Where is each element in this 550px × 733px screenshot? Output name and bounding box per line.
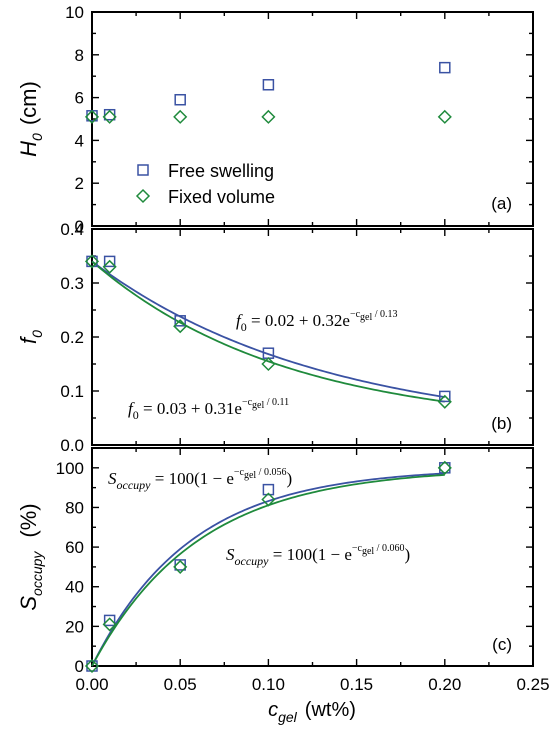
x-tick-label: 0.00 — [75, 675, 108, 694]
point-free-swelling — [439, 390, 451, 403]
x-axis-label: cgel (wt%) — [268, 699, 356, 725]
y-tick-label: 100 — [56, 459, 84, 478]
point-fixed-volume — [173, 319, 188, 334]
point-free-swelling — [439, 61, 451, 74]
y-tick-label: 10 — [65, 3, 84, 22]
point-free-swelling — [103, 614, 116, 627]
point-fixed-volume — [173, 559, 188, 574]
fit-curve — [91, 473, 445, 667]
y-tick-label: 0 — [75, 217, 84, 236]
point-fixed-volume — [261, 492, 276, 507]
y-tick-label: 0.0 — [60, 436, 84, 455]
fit-curve — [91, 472, 445, 667]
y-tick-label: 80 — [65, 498, 84, 517]
y-tick-label: 0 — [75, 657, 84, 676]
x-tick-label: 0.10 — [252, 675, 285, 694]
y-tick-label: 0.4 — [60, 220, 84, 239]
legend-marker-fixed-volume — [135, 188, 151, 204]
panel-label-c: (c) — [492, 635, 512, 654]
point-free-swelling — [262, 79, 275, 91]
point-fixed-volume — [84, 658, 100, 674]
point-free-swelling — [103, 108, 116, 121]
y-tick-label: 4 — [75, 131, 84, 150]
legend-label-fixed-volume: Fixed volume — [168, 187, 275, 207]
point-free-swelling — [262, 483, 275, 496]
y-tick-label: 6 — [75, 89, 84, 108]
x-tick-label: 0.25 — [516, 675, 549, 694]
y-tick-label: 60 — [65, 538, 84, 557]
point-fixed-volume — [84, 109, 100, 124]
point-fixed-volume — [437, 394, 452, 409]
point-fixed-volume — [261, 109, 276, 124]
fit-curve — [91, 260, 445, 398]
x-tick-label: 0.15 — [340, 675, 373, 694]
point-fixed-volume — [102, 617, 117, 632]
panel-label-b: (b) — [491, 414, 512, 433]
point-free-swelling — [174, 315, 186, 327]
panel-label-a: (a) — [491, 194, 512, 213]
point-fixed-volume — [102, 259, 117, 274]
x-tick-label: 0.05 — [164, 675, 197, 694]
point-fixed-volume — [437, 460, 452, 475]
y-tick-label: 8 — [75, 46, 84, 65]
y-tick-label: 0.3 — [60, 274, 84, 293]
y-tick-label: 0.2 — [60, 328, 84, 347]
panel-a-frame — [91, 11, 534, 227]
y-tick-label: 0.1 — [60, 382, 84, 401]
y-axis-label-c: Soccupy(%) — [16, 503, 45, 610]
legend-marker-free-swelling — [137, 164, 149, 176]
y-tick-label: 40 — [65, 578, 84, 597]
point-fixed-volume — [173, 109, 188, 124]
point-free-swelling — [103, 255, 116, 268]
y-axis-label-b: f0 — [16, 330, 45, 344]
point-fixed-volume — [84, 254, 100, 269]
equation-b-fixed: f0 = 0.03 + 0.31e−cgel / 0.11 — [128, 397, 289, 422]
fit-curve — [91, 260, 445, 403]
y-axis-label-a: H0(cm) — [16, 81, 45, 157]
equation-c-free: Soccupy = 100(1 − e−cgel / 0.056) — [108, 467, 292, 492]
legend: Free swelling Fixed volume — [135, 161, 275, 207]
legend-label-free-swelling: Free swelling — [168, 161, 274, 181]
data-points — [84, 61, 452, 674]
point-free-swelling — [174, 93, 186, 106]
equation-b-free: f0 = 0.02 + 0.32e−cgel / 0.13 — [236, 309, 398, 334]
fit-lines — [91, 260, 445, 667]
equation-c-fixed: Soccupy = 100(1 − e−cgel / 0.060) — [226, 543, 410, 568]
point-fixed-volume — [102, 109, 117, 124]
y-tick-label: 20 — [65, 617, 84, 636]
point-fixed-volume — [261, 356, 276, 372]
x-tick-label: 0.20 — [428, 675, 461, 694]
point-fixed-volume — [437, 109, 452, 124]
y-tick-label: 2 — [75, 174, 84, 193]
axis-ticks — [91, 11, 534, 667]
